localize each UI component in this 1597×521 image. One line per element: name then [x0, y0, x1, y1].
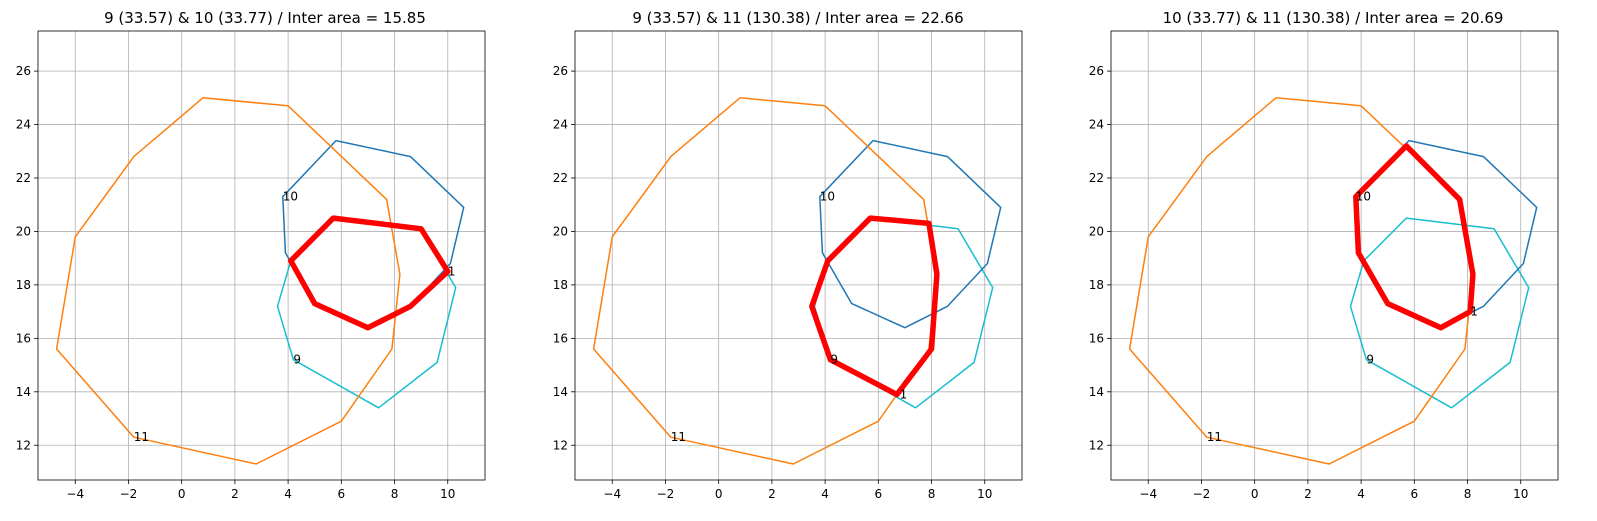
vertex-annotation: 1: [1470, 305, 1478, 319]
axes-frame: [37, 30, 486, 481]
x-tick-label: −4: [603, 487, 621, 501]
y-tick-label: 18: [1089, 278, 1104, 292]
x-tick-label: 6: [338, 487, 346, 501]
y-tick-label: 26: [16, 64, 31, 78]
polygon-series-2: [592, 97, 938, 465]
subplot-1-title: 9 (33.57) & 10 (33.77) / Inter area = 15…: [104, 9, 426, 27]
y-tick-label: 14: [553, 385, 568, 399]
polygon-series-3: [1353, 143, 1476, 331]
y-tick-label: 22: [16, 171, 31, 185]
vertex-annotation: 9: [1366, 353, 1374, 367]
y-tick-label: 14: [1089, 385, 1104, 399]
y-tick-label: 22: [1089, 171, 1104, 185]
x-tick-label: 4: [821, 487, 829, 501]
vertex-annotation: 1: [448, 265, 456, 279]
vertex-annotation: 10: [1356, 190, 1371, 204]
x-tick-label: 10: [440, 487, 455, 501]
y-tick-label: 18: [16, 278, 31, 292]
x-tick-label: 4: [1357, 487, 1365, 501]
y-tick-label: 20: [16, 224, 31, 238]
x-tick-label: −4: [1139, 487, 1157, 501]
subplot-3-title: 10 (33.77) & 11 (130.38) / Inter area = …: [1163, 9, 1504, 27]
vertex-annotation: 11: [671, 430, 686, 444]
x-tick-label: 6: [1411, 487, 1419, 501]
x-tick-label: 8: [928, 487, 936, 501]
x-tick-label: 4: [284, 487, 292, 501]
vertex-annotation: 10: [283, 190, 298, 204]
y-tick-label: 24: [553, 118, 568, 132]
y-tick-label: 24: [16, 118, 31, 132]
x-tick-label: 2: [231, 487, 239, 501]
y-tick-label: 16: [16, 331, 31, 345]
x-tick-label: 0: [1251, 487, 1259, 501]
subplot-2-title: 9 (33.57) & 11 (130.38) / Inter area = 2…: [632, 9, 963, 27]
subplot-2: 9 (33.57) & 11 (130.38) / Inter area = 2…: [553, 9, 1023, 501]
y-tick-label: 24: [1089, 118, 1104, 132]
polygon-series-2: [55, 97, 401, 465]
x-tick-label: 0: [715, 487, 723, 501]
vertex-annotation: 1: [900, 387, 908, 401]
y-tick-label: 12: [1089, 438, 1104, 452]
vertex-annotation: 9: [293, 353, 301, 367]
polygon-series-0: [1349, 217, 1530, 409]
x-tick-label: 0: [178, 487, 186, 501]
vertex-annotation: 9: [830, 353, 838, 367]
y-tick-label: 12: [553, 438, 568, 452]
x-tick-label: 2: [1304, 487, 1312, 501]
x-tick-label: −2: [120, 487, 138, 501]
y-tick-label: 26: [553, 64, 568, 78]
polygon-series-3: [809, 215, 940, 398]
y-tick-label: 18: [553, 278, 568, 292]
x-tick-label: 2: [768, 487, 776, 501]
y-tick-label: 22: [553, 171, 568, 185]
vertex-annotation: 11: [1207, 430, 1222, 444]
polygon-series-3: [288, 215, 451, 331]
vertex-annotation: 10: [820, 190, 835, 204]
x-tick-label: −2: [1193, 487, 1211, 501]
y-tick-label: 12: [16, 438, 31, 452]
x-tick-label: 10: [977, 487, 992, 501]
x-tick-label: −4: [66, 487, 84, 501]
y-tick-label: 26: [1089, 64, 1104, 78]
polygon-series-1: [819, 139, 1002, 329]
y-tick-label: 14: [16, 385, 31, 399]
x-tick-label: 8: [391, 487, 399, 501]
x-tick-label: 10: [1513, 487, 1528, 501]
x-tick-label: −2: [657, 487, 675, 501]
axes-frame: [1110, 30, 1559, 481]
subplot-1: 9 (33.57) & 10 (33.77) / Inter area = 15…: [16, 9, 486, 501]
axes-frame: [574, 30, 1023, 481]
vertex-annotation: 11: [134, 430, 149, 444]
x-tick-label: 6: [875, 487, 883, 501]
y-tick-label: 16: [553, 331, 568, 345]
x-tick-label: 8: [1464, 487, 1472, 501]
y-tick-label: 16: [1089, 331, 1104, 345]
subplot-3: 10 (33.77) & 11 (130.38) / Inter area = …: [1089, 9, 1559, 501]
y-tick-label: 20: [1089, 224, 1104, 238]
y-tick-label: 20: [553, 224, 568, 238]
